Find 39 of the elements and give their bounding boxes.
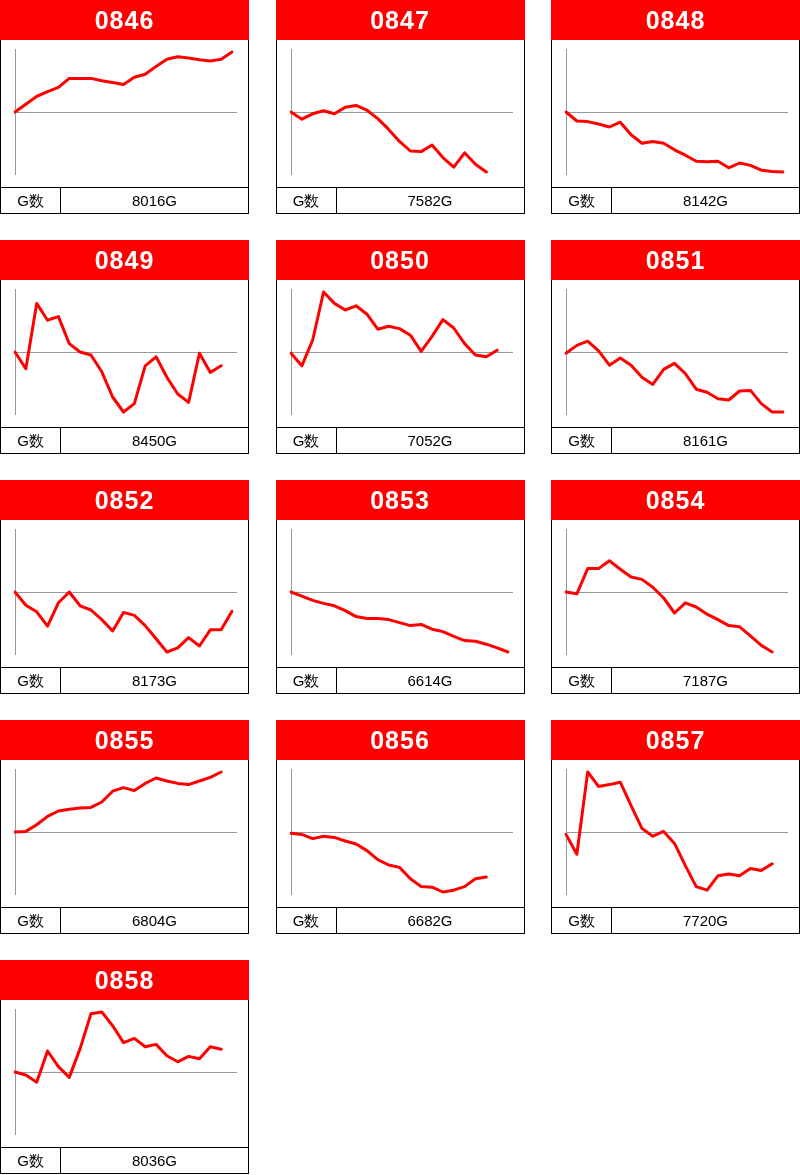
text: G数	[276, 668, 337, 693]
text: 8161G	[681, 431, 729, 451]
text: G数	[552, 428, 612, 453]
text: 8142G	[681, 191, 729, 211]
text: 8450G	[130, 431, 178, 451]
chart-title: 0852	[0, 480, 249, 520]
text: 6804G	[130, 911, 178, 931]
chart-title: 0851	[551, 240, 800, 280]
text: G数	[1, 668, 61, 693]
text: 7582G	[406, 191, 454, 211]
text: G数	[1, 428, 61, 453]
chart-title: 0846	[0, 0, 249, 40]
text: 8016G	[130, 191, 178, 211]
text: G数	[1, 1148, 61, 1173]
chart-title: 0856	[275, 720, 525, 760]
text: G数	[1, 908, 61, 933]
text: 6614G	[406, 671, 454, 691]
text: 7720G	[681, 911, 729, 931]
text: 8036G	[130, 1151, 178, 1171]
chart-title: 0855	[0, 720, 249, 760]
chart-title: 0847	[275, 0, 525, 40]
chart-title: 0853	[275, 480, 525, 520]
chart-title: 0849	[0, 240, 249, 280]
text: G数	[1, 188, 61, 213]
text: 8173G	[130, 671, 178, 691]
chart-title: 0848	[551, 0, 800, 40]
chart-title: 0858	[0, 960, 249, 1000]
chart-title: 0854	[551, 480, 800, 520]
text: G数	[276, 188, 337, 213]
text: G数	[276, 428, 337, 453]
text: 7052G	[406, 431, 454, 451]
text: 6682G	[406, 911, 454, 931]
text: G数	[552, 188, 612, 213]
text: 7187G	[681, 671, 729, 691]
chart-title: 0850	[275, 240, 525, 280]
text: G数	[552, 908, 612, 933]
text: G数	[552, 668, 612, 693]
chart-title: 0857	[551, 720, 800, 760]
text: G数	[276, 908, 337, 933]
